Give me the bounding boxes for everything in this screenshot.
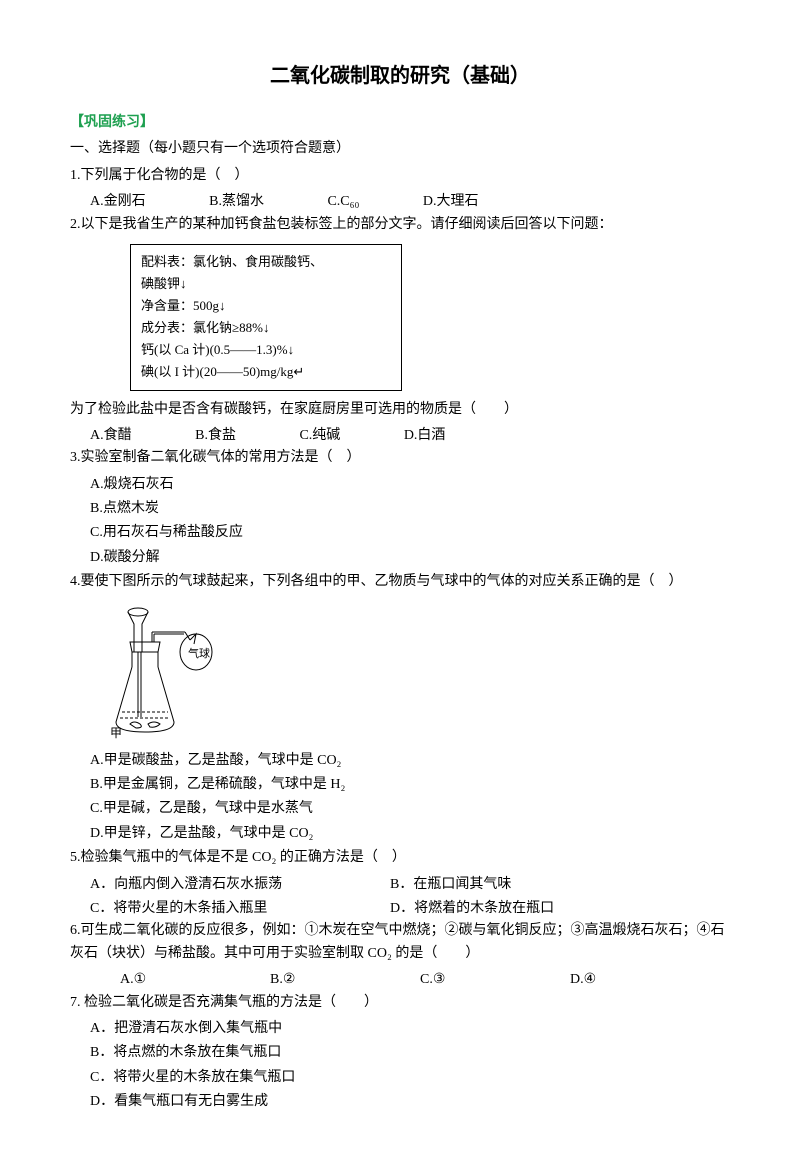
q7-options: A．把澄清石灰水倒入集气瓶中 B．将点燃的木条放在集气瓶口 C．将带火星的木条放… — [70, 1018, 730, 1114]
jia-label: 甲 — [110, 726, 122, 740]
question-1: 1.下列属于化合物的是（ ） — [70, 165, 730, 187]
q3-opt-a: A.煅烧石灰石 — [90, 474, 730, 496]
box-line-1: 配料表：氯化钠、食用碳酸钙、 — [141, 251, 391, 273]
q3-options: A.煅烧石灰石 B.点燃木炭 C.用石灰石与稀盐酸反应 D.碳酸分解 — [70, 474, 730, 570]
q6-opt-d: D.④ — [570, 969, 720, 991]
q1-opt-b: B.蒸馏水 — [209, 191, 264, 213]
box-line-4: 成分表：氯化钠≥88%↓ — [141, 317, 391, 339]
q1-opt-a: A.金刚石 — [90, 191, 146, 213]
q4-opt-d: D.甲是锌，乙是盐酸，气球中是 CO₂ — [90, 823, 730, 845]
box-line-6: 碘(以 I 计)(20——50)mg/kg↵ — [141, 361, 391, 383]
section-header: 【巩固练习】 — [70, 112, 730, 134]
question-3: 3.实验室制备二氧化碳气体的常用方法是（ ） — [70, 447, 730, 469]
balloon-label: 气球 — [188, 646, 210, 660]
q4-opt-c: C.甲是碱，乙是酸，气球中是水蒸气 — [90, 798, 730, 820]
question-6: 6.可生成二氧化碳的反应很多，例如：①木炭在空气中燃烧；②碳与氧化铜反应；③高温… — [70, 920, 730, 965]
q6-opt-c: C.③ — [420, 969, 570, 991]
q4-options: A.甲是碳酸盐，乙是盐酸，气球中是 CO₂ B.甲是金属铜，乙是稀硫酸，气球中是… — [70, 750, 730, 846]
box-line-2: 碘酸钾↓ — [141, 273, 391, 295]
q7-opt-c: C．将带火星的木条放在集气瓶口 — [90, 1067, 730, 1089]
box-line-3: 净含量：500g↓ — [141, 295, 391, 317]
apparatus-figure: 气球 甲 — [110, 602, 730, 742]
q2-opt-b: B.食盐 — [195, 425, 236, 447]
q3-opt-b: B.点燃木炭 — [90, 498, 730, 520]
q5-opt-c: C．将带火星的木条插入瓶里 — [90, 898, 390, 920]
q3-opt-d: D.碳酸分解 — [90, 547, 730, 569]
q4-opt-a: A.甲是碳酸盐，乙是盐酸，气球中是 CO₂ — [90, 750, 730, 772]
question-5: 5.检验集气瓶中的气体是不是 CO₂ 的正确方法是（ ） — [70, 847, 730, 869]
q1-opt-d: D.大理石 — [423, 191, 479, 213]
q5-opt-b: B．在瓶口闻其气味 — [390, 874, 690, 896]
question-2: 2.以下是我省生产的某种加钙食盐包装标签上的部分文字。请仔细阅读后回答以下问题： — [70, 214, 730, 236]
q2-options: A.食醋 B.食盐 C.纯碱 D.白酒 — [70, 425, 730, 447]
q3-opt-c: C.用石灰石与稀盐酸反应 — [90, 522, 730, 544]
q6-opt-b: B.② — [270, 969, 420, 991]
q2-opt-d: D.白酒 — [404, 425, 446, 447]
ingredient-label-box: 配料表：氯化钠、食用碳酸钙、 碘酸钾↓ 净含量：500g↓ 成分表：氯化钠≥88… — [130, 244, 402, 391]
q7-opt-d: D．看集气瓶口有无白雾生成 — [90, 1091, 730, 1113]
q7-opt-a: A．把澄清石灰水倒入集气瓶中 — [90, 1018, 730, 1040]
question-4: 4.要使下图所示的气球鼓起来，下列各组中的甲、乙物质与气球中的气体的对应关系正确… — [70, 571, 730, 593]
q5-opt-d: D．将燃着的木条放在瓶口 — [390, 898, 690, 920]
q1-opt-c: C.C₆₀ — [327, 191, 359, 213]
q2-opt-a: A.食醋 — [90, 425, 132, 447]
q1-options: A.金刚石 B.蒸馏水 C.C₆₀ D.大理石 — [70, 191, 730, 213]
q7-opt-b: B．将点燃的木条放在集气瓶口 — [90, 1042, 730, 1064]
q5-options: A．向瓶内倒入澄清石灰水振荡 B．在瓶口闻其气味 C．将带火星的木条插入瓶里 D… — [70, 874, 730, 921]
question-7: 7. 检验二氧化碳是否充满集气瓶的方法是（ ） — [70, 992, 730, 1014]
q5-opt-a: A．向瓶内倒入澄清石灰水振荡 — [90, 874, 390, 896]
q6-options: A.① B.② C.③ D.④ — [70, 969, 730, 991]
q4-opt-b: B.甲是金属铜，乙是稀硫酸，气球中是 H₂ — [90, 774, 730, 796]
page-title: 二氧化碳制取的研究（基础） — [70, 60, 730, 92]
q6-opt-a: A.① — [120, 969, 270, 991]
question-2-follow: 为了检验此盐中是否含有碳酸钙，在家庭厨房里可选用的物质是（ ） — [70, 399, 730, 421]
box-line-5: 钙(以 Ca 计)(0.5——1.3)%↓ — [141, 339, 391, 361]
q2-opt-c: C.纯碱 — [299, 425, 340, 447]
sub-header: 一、选择题（每小题只有一个选项符合题意） — [70, 138, 730, 160]
